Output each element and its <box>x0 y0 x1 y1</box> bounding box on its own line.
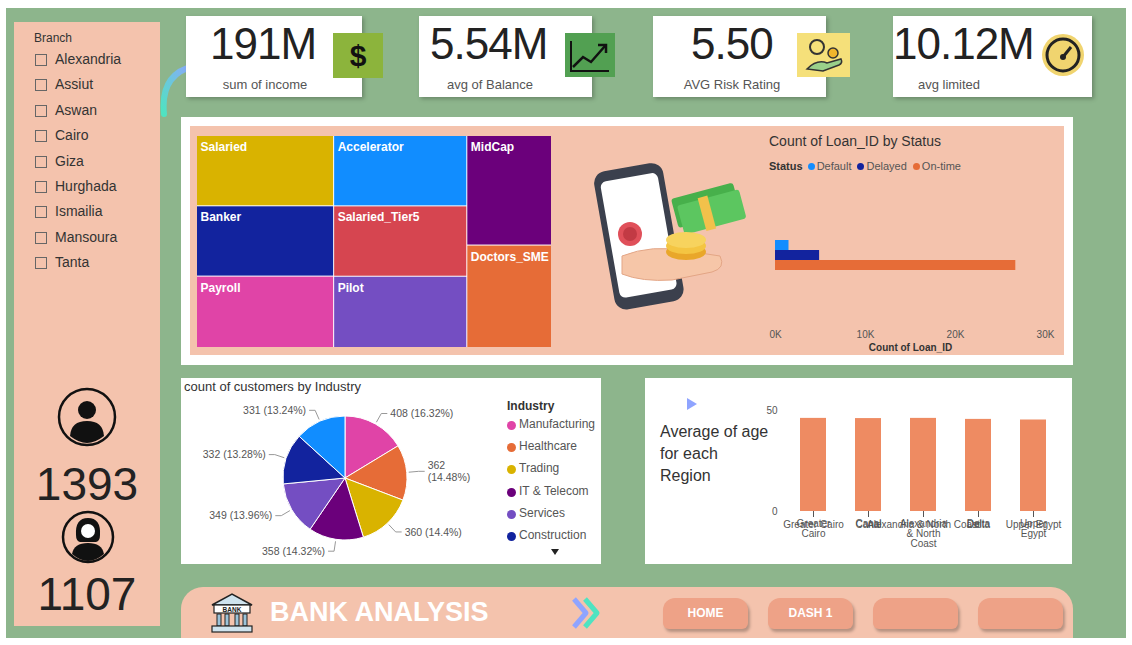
html-text:Industry: Industry <box>507 399 555 413</box>
svg-text:Doctors_SME: Doctors_SME <box>471 250 549 264</box>
html-text:Hurghada: Hurghada <box>55 178 117 194</box>
svg-text:Alexandria & North Coast: Alexandria & North Coast <box>867 518 980 530</box>
svg-text:Canal: Canal <box>855 518 881 529</box>
html-text:Cairo: Cairo <box>55 127 89 144</box>
html-text:1393: 1393 <box>35 458 139 510</box>
svg-text:Delta: Delta <box>967 519 991 530</box>
svg-text:10K: 10K <box>857 329 875 340</box>
svg-text:408 (16.32%): 408 (16.32%) <box>390 407 453 419</box>
html-text:191M: 191M <box>210 19 317 68</box>
svg-text:Pilot: Pilot <box>338 281 364 295</box>
html-text:Aswan: Aswan <box>55 101 97 118</box>
html-text:Ismailia: Ismailia <box>55 203 103 220</box>
html-text:1107: 1107 <box>37 568 137 620</box>
svg-text:360 (14.4%): 360 (14.4%) <box>405 526 462 538</box>
html-text:Branch: Branch <box>34 31 72 45</box>
html-text:Construction: Construction <box>519 528 587 542</box>
html-text:Delayed: Delayed <box>866 160 907 172</box>
svg-text:Upper Egypt: Upper Egypt <box>1005 518 1062 530</box>
svg-text:GreaterCairo: GreaterCairo <box>797 518 832 539</box>
svg-text:$: $ <box>350 39 367 72</box>
html-text:Status: Status <box>769 160 803 172</box>
html-text:sum of income: sum of income <box>222 77 308 92</box>
svg-text:Salaried_Tier5: Salaried_Tier5 <box>338 210 420 224</box>
html-text:DASH 1: DASH 1 <box>788 606 833 620</box>
html-text:Giza: Giza <box>55 152 84 169</box>
svg-text:Accelerator: Accelerator <box>338 140 404 154</box>
html-text:Services: Services <box>519 505 565 520</box>
html-text:Healthcare: Healthcare <box>519 439 577 454</box>
svg-text:349 (13.96%): 349 (13.96%) <box>209 509 272 521</box>
html-text:Default: Default <box>816 160 852 172</box>
html-text:Assiut: Assiut <box>55 76 94 93</box>
svg-text:UpperEgypt: UpperEgypt <box>1020 518 1048 539</box>
html-text:Manufacturing: Manufacturing <box>519 417 595 431</box>
svg-text:362(14.48%): 362(14.48%) <box>428 459 471 483</box>
svg-text:MidCap: MidCap <box>471 140 514 154</box>
svg-text:Delta: Delta <box>967 518 991 529</box>
svg-text:Canal: Canal <box>855 519 881 530</box>
svg-text:358 (14.32%): 358 (14.32%) <box>262 545 325 557</box>
html-text:HOME: HOME <box>687 606 724 620</box>
svg-text:331 (13.24%): 331 (13.24%) <box>243 404 306 416</box>
svg-text:0K: 0K <box>769 329 782 340</box>
svg-text:0: 0 <box>772 506 778 517</box>
html-text:10.12M: 10.12M <box>893 19 1034 68</box>
html-text:On-time: On-time <box>921 160 961 172</box>
svg-text:20K: 20K <box>947 329 965 340</box>
html-text:avg of Balance: avg of Balance <box>447 77 533 92</box>
svg-text:Greater Cairo: Greater Cairo <box>783 518 844 530</box>
html-text:avg limited: avg limited <box>917 77 981 92</box>
html-text:BANK ANALYSIS: BANK ANALYSIS <box>270 597 489 627</box>
html-text:5.50: 5.50 <box>691 19 773 68</box>
svg-text:Banker: Banker <box>201 210 242 224</box>
html-text:IT & Telecom: IT & Telecom <box>519 483 589 498</box>
html-text:Tanta: Tanta <box>55 254 90 271</box>
html-text:AVG Risk Rating: AVG Risk Rating <box>683 77 781 92</box>
svg-text:BANK: BANK <box>223 606 242 613</box>
svg-text:Alexandria& NorthCoast: Alexandria& NorthCoast <box>900 518 948 549</box>
html-text:count of customers by Industry: count of customers by Industry <box>184 379 361 394</box>
html-text:Mansoura: Mansoura <box>55 228 118 245</box>
svg-text:Count of Loan_ID: Count of Loan_ID <box>869 342 952 353</box>
html-text:5.54M: 5.54M <box>430 19 548 68</box>
svg-text:50: 50 <box>766 405 778 416</box>
svg-text:Payroll: Payroll <box>201 281 241 295</box>
html-text:Average of age for each Region: Average of age for each Region <box>660 423 769 484</box>
html-text:Count of Loan_ID by Status: Count of Loan_ID by Status <box>769 133 941 149</box>
svg-text:30K: 30K <box>1037 329 1055 340</box>
svg-text:332 (13.28%): 332 (13.28%) <box>203 448 266 460</box>
html-text:Trading: Trading <box>519 461 560 476</box>
svg-text:Salaried: Salaried <box>201 140 248 154</box>
html-text:Alexandria: Alexandria <box>55 51 122 67</box>
